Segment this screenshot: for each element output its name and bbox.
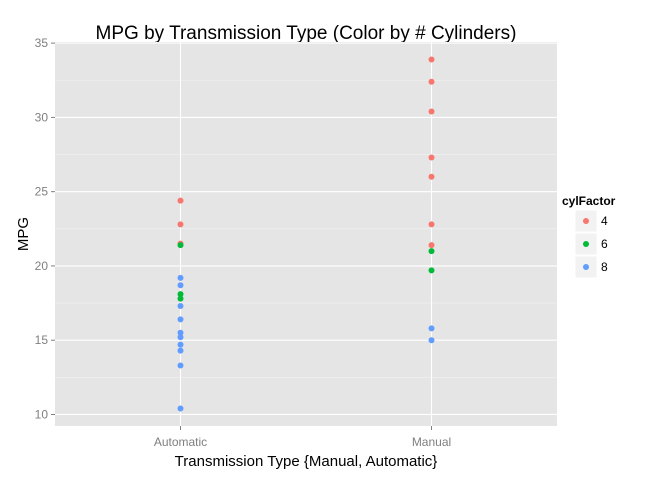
legend-label: 8 xyxy=(601,260,608,274)
y-tick-label: 30 xyxy=(35,110,49,124)
y-axis-ticks: 10 15 20 25 30 35 xyxy=(35,36,55,421)
data-point xyxy=(428,56,435,63)
data-point xyxy=(177,197,184,204)
chart-title: MPG by Transmission Type (Color by # Cyl… xyxy=(96,23,517,44)
legend-label: 4 xyxy=(601,214,608,228)
x-tick-label: Manual xyxy=(412,435,451,449)
legend-label: 6 xyxy=(601,237,608,251)
plot-panel xyxy=(55,42,557,426)
y-tick-label: 20 xyxy=(35,259,49,273)
data-point xyxy=(177,282,184,289)
minor-gridlines xyxy=(55,79,557,378)
data-point xyxy=(428,78,435,85)
data-point xyxy=(177,362,184,369)
data-points xyxy=(177,56,435,412)
x-axis-ticks: Automatic Manual xyxy=(154,426,451,449)
data-point xyxy=(177,329,184,336)
x-axis-title: Transmission Type {Manual, Automatic} xyxy=(175,453,438,470)
data-point xyxy=(428,248,435,255)
data-point xyxy=(177,242,184,249)
y-tick-label: 15 xyxy=(35,333,49,347)
legend-key-point xyxy=(583,264,589,270)
data-point xyxy=(177,291,184,298)
data-point xyxy=(428,221,435,228)
data-point xyxy=(177,221,184,228)
data-point xyxy=(177,347,184,354)
data-point xyxy=(177,341,184,348)
data-point xyxy=(428,242,435,249)
data-point xyxy=(428,108,435,115)
data-point xyxy=(177,334,184,341)
legend-title: cylFactor xyxy=(562,194,616,208)
y-tick-label: 35 xyxy=(35,36,49,50)
y-tick-label: 10 xyxy=(35,407,49,421)
legend-items: 4 6 8 xyxy=(574,209,608,279)
data-point xyxy=(177,405,184,412)
y-axis-title: MPG xyxy=(15,217,32,251)
data-point xyxy=(177,274,184,281)
y-tick-label: 25 xyxy=(35,185,49,199)
data-point xyxy=(428,267,435,274)
data-point xyxy=(428,325,435,332)
data-point xyxy=(428,154,435,161)
legend: cylFactor 4 6 8 xyxy=(562,194,616,279)
legend-key-point xyxy=(583,241,589,247)
data-point xyxy=(428,173,435,180)
x-tick-label: Automatic xyxy=(154,435,207,449)
data-point xyxy=(428,337,435,344)
data-point xyxy=(177,303,184,310)
major-gridlines xyxy=(55,42,557,426)
data-point xyxy=(177,316,184,323)
data-point xyxy=(177,295,184,302)
legend-key-point xyxy=(583,218,589,224)
